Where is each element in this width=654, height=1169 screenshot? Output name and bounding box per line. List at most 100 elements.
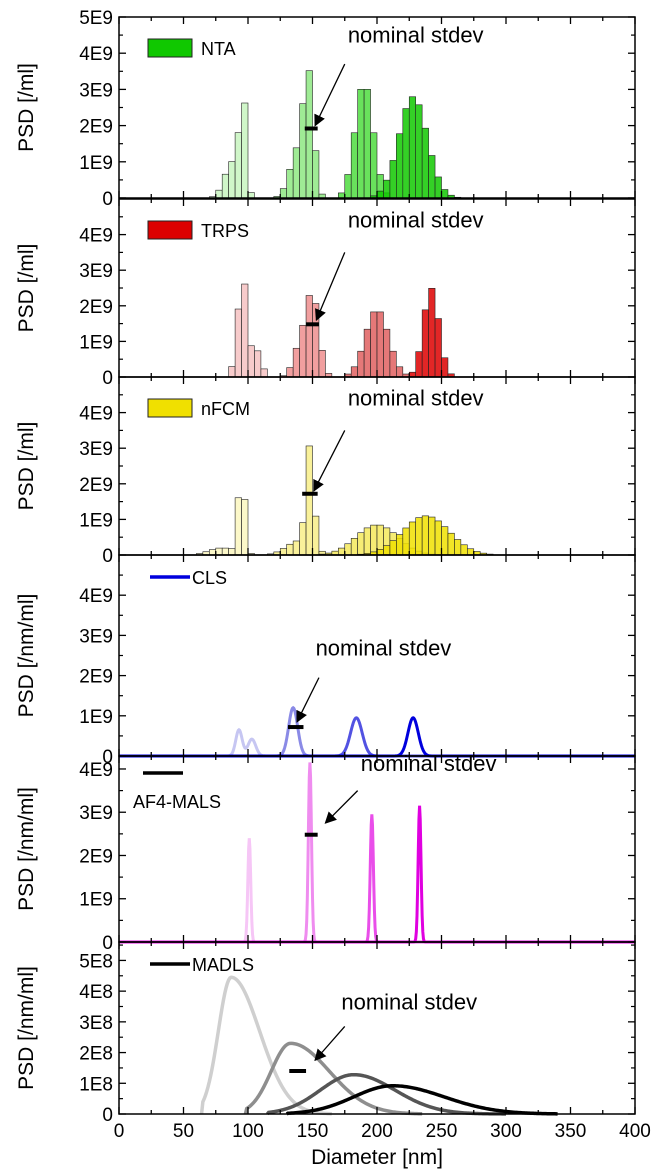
annotation-label: nominal stdev [348, 22, 484, 47]
bar [312, 515, 320, 556]
panel-cls: 0 1E9 2E9 3E9 4E9 PSD [/nm/ml] CLS nominal stde… [15, 554, 636, 768]
bar [383, 545, 391, 556]
bar [428, 288, 436, 378]
series-nta-1 [209, 102, 255, 199]
y-tick-label: 2E9 [79, 475, 113, 496]
bar [241, 102, 249, 199]
y-axis-title: PSD [/ml] [15, 63, 38, 152]
series-line [243, 1041, 423, 1116]
annotation-label: nominal stdev [348, 385, 484, 410]
bar [305, 445, 313, 556]
y-tick-label: 2E8 [79, 1044, 113, 1065]
y-tick-label: 3E9 [79, 80, 113, 101]
bar [350, 538, 358, 556]
series-trps-1 [228, 283, 268, 378]
bar [228, 548, 236, 556]
series-line [199, 975, 332, 1116]
bar [221, 173, 229, 199]
annotation-label: nominal stdev [348, 207, 484, 232]
y-tick-label: 0 [102, 933, 113, 954]
legend-label: CLS [192, 568, 227, 588]
y-axis-title: PSD [/nm/ml] [15, 787, 38, 911]
y-axis-title: PSD [/ml] [15, 244, 38, 333]
annotation-label: nominal stdev [341, 990, 477, 1015]
bar [389, 350, 397, 378]
bar [370, 524, 378, 556]
bar [299, 324, 307, 378]
bar [241, 499, 249, 556]
series-nta-4 [370, 96, 462, 199]
series-line [119, 814, 635, 944]
x-tick-label: 400 [619, 1121, 651, 1142]
bar [299, 103, 307, 199]
y-tick-label: 0 [102, 189, 113, 210]
series-trps-2 [279, 295, 333, 378]
y-tick-label: 1E9 [79, 153, 113, 174]
bar [408, 521, 416, 556]
y-tick-label: 3E8 [79, 1013, 113, 1034]
panel-madls: 0 1E8 2E8 3E8 4E8 5E8 PSD [/nm/ml] MADLS nominal… [15, 941, 636, 1126]
bar [318, 350, 326, 378]
annotation-arrow [315, 252, 346, 322]
x-axis-title: Diameter [nm] [311, 1146, 443, 1169]
bar [357, 532, 365, 556]
annotation-arrow [324, 790, 359, 824]
bar [241, 283, 249, 378]
bar [337, 547, 346, 556]
bar [312, 150, 320, 199]
bar [234, 308, 242, 378]
bar [370, 311, 378, 378]
y-axis-title: PSD [/ml] [15, 422, 38, 511]
bar [337, 192, 346, 199]
y-tick-label: 2E9 [79, 667, 113, 688]
y-tick-label: 0 [102, 368, 113, 389]
annotation-arrow [313, 430, 346, 492]
bar [221, 547, 229, 556]
bar [286, 168, 294, 199]
bar [376, 190, 384, 199]
legend: TRPS [147, 220, 249, 241]
bar [402, 108, 410, 199]
bar [466, 548, 475, 556]
y-tick-label: 5E9 [79, 8, 113, 29]
bar [421, 515, 429, 556]
bar [415, 104, 423, 199]
y-tick-label: 4E9 [79, 760, 113, 781]
y-tick-label: 4E9 [79, 226, 113, 247]
panel-nfcm: 0 1E9 2E9 3E9 4E9 PSD [/ml] nFCM nominal stdev [15, 376, 636, 567]
bar [376, 549, 384, 556]
series-nta-2 [273, 70, 326, 199]
bar [421, 309, 429, 378]
bar [421, 127, 429, 199]
bar [279, 548, 287, 556]
bar [383, 179, 391, 199]
bar [396, 133, 404, 199]
legend-swatch [147, 398, 193, 418]
bar [415, 351, 423, 378]
bar [363, 328, 371, 378]
series-trps-3 [344, 311, 410, 378]
bar [428, 155, 436, 199]
bar [286, 543, 294, 556]
bar [228, 366, 236, 378]
bar [312, 303, 320, 378]
bar [305, 70, 313, 199]
y-tick-label: 3E9 [79, 626, 113, 647]
y-tick-label: 1E9 [79, 510, 113, 531]
bar [357, 89, 365, 199]
bar [402, 527, 410, 556]
series-nta-3 [337, 89, 391, 199]
bar [434, 318, 442, 378]
y-tick-label: 2E9 [79, 117, 113, 138]
legend-label: NTA [201, 39, 236, 59]
y-tick-label: 4E9 [79, 44, 113, 65]
legend-label: MADLS [192, 955, 254, 975]
bar [299, 522, 307, 556]
y-tick-label: 4E9 [79, 404, 113, 425]
bar [460, 544, 468, 556]
bar [260, 368, 268, 378]
bar [441, 357, 449, 378]
y-tick-label: 1E9 [79, 332, 113, 353]
annotation-label: nominal stdev [316, 636, 452, 661]
